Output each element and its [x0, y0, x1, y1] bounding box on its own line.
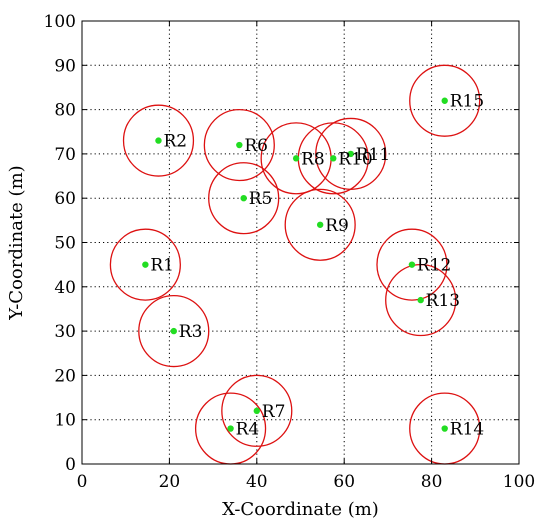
- data-point: [330, 155, 337, 162]
- range-circle: [122, 104, 195, 177]
- point-label: R5: [249, 189, 273, 209]
- data-points: [142, 97, 448, 432]
- data-point: [170, 327, 177, 335]
- y-tick-label: 80: [54, 101, 76, 121]
- axis-ticks: 0 20 40 60 80 100 0 10 20 30 40 50 60 70 80 90 100: [44, 12, 536, 492]
- point-label: R11: [356, 145, 390, 165]
- data-point: [417, 296, 424, 304]
- y-tick-label: 10: [54, 411, 76, 431]
- y-tick-label: 40: [54, 278, 76, 298]
- data-point: [441, 97, 448, 104]
- data-point: [142, 261, 149, 268]
- data-point: [441, 425, 448, 432]
- y-tick-label: 50: [54, 234, 76, 254]
- range-circle: [376, 228, 448, 301]
- x-tick-label: 60: [333, 472, 355, 492]
- range-circle: [109, 228, 181, 301]
- data-point: [408, 261, 416, 268]
- point-label: R4: [236, 420, 260, 440]
- y-tick-label: 100: [44, 12, 76, 32]
- range-circle: [203, 108, 275, 182]
- range-circle: [385, 263, 457, 337]
- point-label: R1: [150, 256, 174, 276]
- point-label: R9: [325, 216, 349, 236]
- range-circle: [409, 64, 481, 137]
- data-point: [292, 155, 300, 162]
- point-label: R6: [244, 136, 268, 156]
- range-circle: [315, 117, 387, 190]
- data-point: [253, 407, 260, 415]
- point-label: R13: [426, 291, 460, 311]
- range-circle: [208, 162, 280, 235]
- point-label: R12: [417, 256, 451, 276]
- y-tick-label: 70: [54, 145, 76, 165]
- point-label: R10: [338, 149, 372, 169]
- x-tick-label: 80: [421, 472, 443, 492]
- data-point: [316, 221, 324, 228]
- y-tick-label: 90: [54, 56, 76, 76]
- y-axis-label: Y-Coordinate (m): [6, 165, 27, 320]
- point-label: R15: [450, 92, 484, 112]
- y-tick-label: 30: [54, 322, 76, 342]
- range-circle: [221, 374, 293, 447]
- point-label: R14: [450, 420, 484, 440]
- point-label: R2: [163, 132, 187, 152]
- data-point: [236, 141, 243, 149]
- point-label: R7: [262, 402, 286, 422]
- y-tick-label: 60: [54, 189, 76, 209]
- grid-lines: [82, 21, 519, 464]
- data-point: [347, 150, 354, 158]
- x-tick-label: 40: [246, 472, 268, 492]
- y-tick-label: 20: [54, 366, 76, 386]
- range-circle: [284, 188, 356, 261]
- y-tick-label: 0: [65, 455, 76, 475]
- point-label: R3: [179, 322, 203, 342]
- x-axis-label: X-Coordinate (m): [222, 499, 379, 520]
- data-point: [227, 425, 234, 432]
- data-point: [240, 195, 247, 202]
- point-label: R8: [301, 149, 325, 169]
- x-tick-label: 0: [77, 472, 88, 492]
- x-tick-label: 100: [503, 472, 535, 492]
- data-point: [155, 137, 162, 144]
- range-circle: [138, 295, 210, 368]
- x-tick-label: 20: [159, 472, 181, 492]
